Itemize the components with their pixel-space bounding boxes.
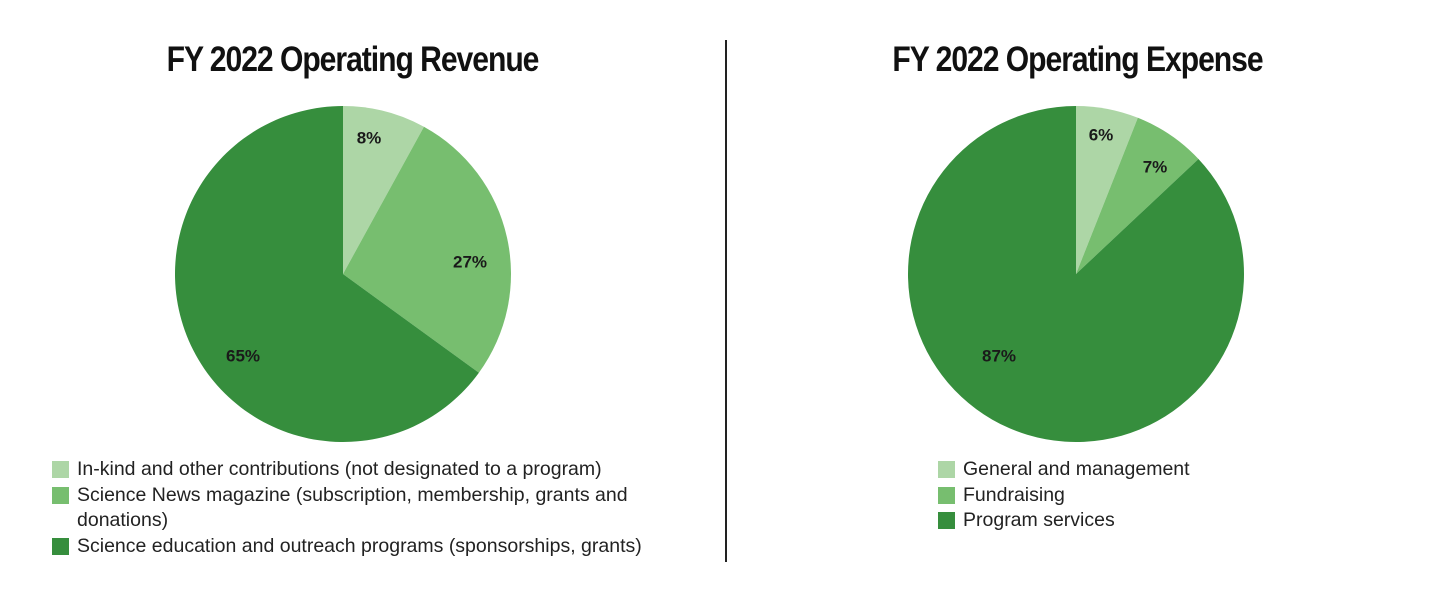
- legend-label: General and management: [963, 458, 1190, 480]
- legend-label: Program services: [963, 509, 1115, 531]
- legend-swatch-dark: [938, 512, 955, 529]
- pie-slice-in-kind: [343, 106, 424, 274]
- expense-legend: General and management Fundraising Progr…: [938, 457, 1338, 534]
- pie-slice-program-services: [907, 106, 1244, 443]
- revenue-legend: In-kind and other contributions (not des…: [52, 457, 722, 559]
- legend-item-program-services: Program services: [938, 508, 1338, 534]
- expense-pie-chart: 6% 7% 87%: [907, 106, 1244, 443]
- legend-swatch-medium: [52, 486, 69, 504]
- revenue-chart-title: FY 2022 Operating Revenue: [166, 40, 540, 79]
- slice-percent-label-fundraising: 7%: [1143, 158, 1168, 177]
- revenue-pie-chart: 8% 27% 65%: [174, 106, 512, 443]
- legend-item-science-education-programs: Science education and outreach programs …: [52, 534, 722, 560]
- pie-slice-science-news: [343, 126, 512, 373]
- legend-item-general-management: General and management: [938, 457, 1338, 483]
- legend-item-in-kind-contributions: In-kind and other contributions (not des…: [52, 457, 722, 483]
- legend-swatch-dark: [52, 537, 69, 555]
- legend-label: Fundraising: [963, 483, 1065, 506]
- slice-percent-label-science-education: 65%: [226, 347, 260, 366]
- legend-label: Science education and outreach programs …: [77, 534, 642, 557]
- slice-percent-label-general-management: 6%: [1089, 126, 1114, 145]
- legend-swatch-medium: [938, 486, 955, 504]
- legend-item-fundraising: Fundraising: [938, 483, 1338, 509]
- legend-item-science-news-magazine: Science News magazine (subscription, mem…: [52, 483, 722, 534]
- legend-swatch-light: [938, 461, 955, 478]
- pie-slice-science-education: [174, 106, 479, 443]
- chart-divider: [725, 40, 727, 562]
- legend-label: Science News magazine (subscription, mem…: [77, 483, 628, 532]
- expense-chart-title: FY 2022 Operating Expense: [892, 40, 1263, 79]
- pie-slice-general-management: [1076, 106, 1138, 274]
- slice-percent-label-in-kind: 8%: [357, 129, 382, 148]
- slice-percent-label-science-news: 27%: [453, 253, 487, 272]
- legend-label: In-kind and other contributions (not des…: [77, 458, 602, 480]
- legend-swatch-light: [52, 461, 69, 478]
- pie-slice-fundraising: [1076, 117, 1199, 275]
- slice-percent-label-program-services: 87%: [982, 347, 1016, 366]
